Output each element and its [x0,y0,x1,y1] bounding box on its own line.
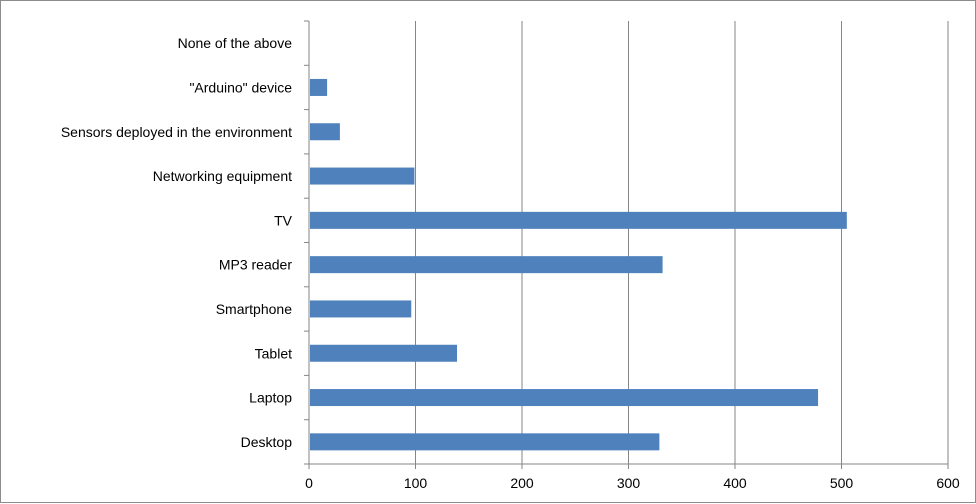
x-tick-label: 600 [936,475,960,491]
bar-laptop [310,389,819,407]
category-label: Desktop [241,434,293,450]
bar-networking-equipment [310,167,415,185]
category-label: None of the above [178,35,293,51]
bar-desktop [310,433,660,451]
axes [304,20,949,469]
category-label: Sensors deployed in the environment [61,124,292,140]
category-label: Networking equipment [153,168,292,184]
x-tick-label: 300 [617,475,641,491]
bar-mp3-reader [310,256,663,274]
bar-tv [310,211,847,229]
category-label: MP3 reader [219,257,292,273]
x-tick-label: 200 [510,475,534,491]
bar-sensors-deployed-in-the-environment [310,123,340,141]
x-tick-labels: 0 100 200 300 400 500 600 [305,475,960,491]
x-tick-label: 400 [723,475,747,491]
x-tick-label: 0 [305,475,313,491]
category-label: TV [274,212,293,228]
bar-arduino-device [310,78,328,96]
category-label: Smartphone [216,301,292,317]
x-tick-label: 500 [830,475,854,491]
bar-tablet [310,344,458,362]
category-label: "Arduino" device [189,79,292,95]
category-label: Laptop [249,390,292,406]
x-tick-label: 100 [404,475,428,491]
category-labels: Desktop Laptop Tablet Smartphone MP3 reader T… [61,35,293,450]
bar-smartphone [310,300,412,318]
bars [310,78,847,451]
category-label: Tablet [255,345,292,361]
